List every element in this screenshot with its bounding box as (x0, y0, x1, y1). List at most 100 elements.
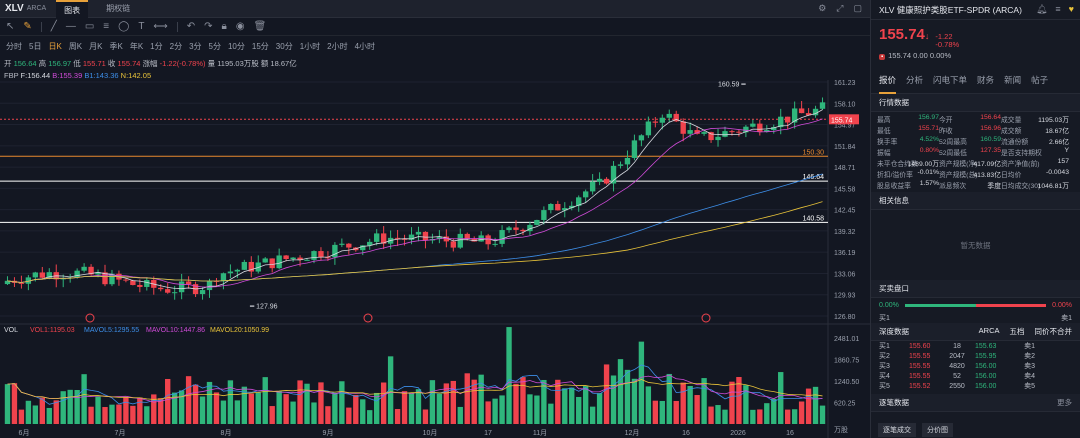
menu-icon[interactable]: ≡ (1055, 4, 1061, 14)
depth-exchange-select[interactable]: ARCA (978, 326, 1000, 335)
trash-icon[interactable]: 🗑︎ (253, 21, 267, 32)
more-link[interactable]: 更多 (1057, 398, 1072, 407)
volume-bar (53, 400, 59, 424)
candle-body (631, 140, 638, 158)
price-tick: 158.10 (834, 101, 856, 108)
close-value: 155.74 (117, 59, 141, 68)
period-11[interactable]: 10分 (227, 41, 245, 51)
ask-cell: 8 (957, 342, 961, 350)
stat-label: 最高 (877, 117, 891, 124)
period-10[interactable]: 5分 (208, 41, 221, 51)
volume-bar (123, 397, 129, 424)
empty-message: 暂无数据 (960, 240, 991, 250)
shape-icon[interactable]: ◯ (118, 21, 130, 32)
stat-label: 52周最低 (939, 150, 967, 157)
stat-value: 160.59 (980, 136, 1001, 143)
candle-body (206, 280, 213, 291)
period-9[interactable]: 3分 (189, 41, 202, 51)
ma-line-f (7, 109, 823, 290)
low-value: 155.71 (82, 59, 106, 68)
period-3[interactable]: 周K (68, 41, 83, 51)
period-14[interactable]: 1小时 (299, 41, 321, 51)
trades-title: 逐笔数据 (879, 398, 909, 407)
period-1[interactable]: 5日 (29, 41, 42, 51)
candle-body (771, 127, 777, 131)
volume-bar (603, 364, 610, 424)
volume-bar (687, 385, 693, 424)
trades-button[interactable]: 逐笔成交 (878, 423, 916, 437)
volume-bar (367, 410, 373, 424)
candle-body (798, 108, 805, 114)
period-8[interactable]: 2分 (169, 41, 183, 51)
redo-icon[interactable]: ↷ (204, 21, 213, 32)
bid-cell: 5 (953, 372, 957, 380)
fullscreen-icon[interactable]: ⤢ (836, 3, 844, 13)
ask-cell: 50 (957, 382, 965, 390)
quote-header: XLV 健康照护类股ETF-SPDR (ARCA) 🔔︎ ≡ ♥ (871, 0, 1080, 20)
indicator-readout: FBP F:156.44 B:155.39 B1:143.36 N:142.05 (4, 71, 151, 80)
period-2[interactable]: 日K (48, 41, 62, 51)
kline-chart[interactable]: 161.23 158.10 154.97 151.84 148.71 145.58 142.… (0, 80, 870, 438)
volume-bar (67, 389, 73, 424)
bell-icon[interactable]: 🔔︎ (1035, 4, 1048, 14)
volume-bar (638, 341, 645, 424)
quote-tab-3[interactable]: 财务 (977, 75, 995, 85)
stat-value: 155.71 (918, 125, 939, 132)
depth-merge-select[interactable]: 同价不合并 (1034, 327, 1073, 336)
candle-body (137, 285, 143, 287)
volume-bar (255, 392, 261, 424)
hline-icon[interactable]: — (65, 21, 76, 32)
volume-bar (206, 381, 213, 424)
ask-cell: 卖1 (1024, 343, 1035, 350)
rect-icon[interactable]: ▭ (84, 21, 95, 32)
volume-bar (339, 381, 345, 424)
volume-bar (722, 409, 728, 424)
period-12[interactable]: 15分 (251, 41, 269, 51)
volume-bar (652, 400, 659, 424)
window-icon[interactable]: ▢ (853, 3, 862, 13)
tab-options[interactable]: 期权链 (106, 3, 131, 13)
period-5[interactable]: 季K (109, 41, 123, 51)
lock-icon[interactable]: 🔒︎ (221, 21, 227, 32)
cursor-icon[interactable]: ↖ (6, 21, 15, 32)
period-15[interactable]: 2小时 (327, 41, 348, 51)
fib-icon[interactable]: ≡ (103, 21, 110, 32)
undo-icon[interactable]: ↶ (186, 21, 196, 32)
month-label: 6月 (19, 429, 30, 437)
quote-tab-1[interactable]: 分析 (906, 75, 924, 85)
candle-body (729, 131, 735, 133)
period-0[interactable]: 分时 (6, 41, 22, 51)
pencil-icon[interactable]: ✎ (23, 21, 32, 32)
period-13[interactable]: 30分 (275, 41, 293, 51)
quote-tab-2[interactable]: 闪电下单 (933, 75, 968, 85)
volume-bar (227, 380, 234, 424)
period-4[interactable]: 月K (89, 41, 103, 51)
quote-tab-4[interactable]: 新闻 (1004, 75, 1022, 85)
settings-icon[interactable]: ⚙ (818, 3, 827, 13)
price-tick: 136.19 (834, 250, 856, 257)
volume-bar (582, 386, 589, 424)
period-7[interactable]: 1分 (150, 41, 163, 51)
measure-icon[interactable]: ⟷ (153, 21, 168, 32)
volume-bar (771, 398, 777, 424)
tab-chart[interactable]: 图表 (56, 0, 89, 18)
month-label: 2026 (730, 430, 746, 437)
candle-body (332, 244, 338, 258)
text-icon[interactable]: T (138, 21, 145, 32)
period-16[interactable]: 4小时 (354, 41, 376, 51)
line-icon[interactable]: ╱ (50, 21, 57, 32)
quote-tab-5[interactable]: 帖子 (1031, 75, 1049, 85)
depth-level-select[interactable]: 五档 (1009, 327, 1025, 336)
ask-cell: 156.00 (975, 362, 997, 370)
ask-cell: 卖4 (1024, 373, 1035, 380)
volume-bar (513, 383, 519, 424)
candle-body (743, 126, 749, 133)
quote-tab-0[interactable]: 报价 (879, 74, 897, 94)
price-dist-button[interactable]: 分价图 (922, 423, 953, 437)
heart-icon[interactable]: ♥ (1068, 4, 1074, 14)
eye-icon[interactable]: ◉ (235, 21, 245, 32)
section-quote: 行情数据 (871, 94, 1080, 112)
period-6[interactable]: 年K (129, 41, 144, 51)
stat-value: 1195.03万 (1038, 117, 1069, 124)
ask-cell: 156.00 (975, 372, 997, 380)
